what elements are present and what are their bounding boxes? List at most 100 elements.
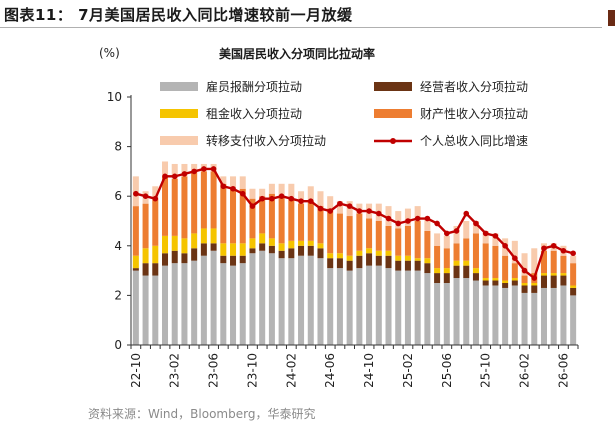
bar-segment-s4-24-06 xyxy=(327,196,334,209)
bar-segment-s3-23-12 xyxy=(268,193,275,239)
bar-stacks xyxy=(132,161,577,345)
bar-segment-s4-23-11 xyxy=(259,188,266,197)
bar-segment-s3-25-03 xyxy=(414,221,421,259)
bar-segment-s1-24-02 xyxy=(288,248,295,259)
bar-segment-s3-23-09 xyxy=(239,188,246,244)
bar-segment-s4-25-03 xyxy=(414,206,421,221)
bar-segment-s1-26-02 xyxy=(521,285,528,293)
bar-segment-s0-26-01 xyxy=(511,285,518,345)
total-income-point-25-08 xyxy=(463,210,470,217)
bar-segment-s2-24-07 xyxy=(336,253,343,259)
total-income-point-24-07 xyxy=(337,200,343,207)
bar-segment-s0-22-12 xyxy=(152,275,159,345)
bar-segment-s1-23-02 xyxy=(171,250,178,264)
bar-segment-s0-23-03 xyxy=(181,263,188,345)
bar-segment-s2-24-08 xyxy=(346,255,353,261)
bar-segment-s0-24-07 xyxy=(336,268,343,345)
y-tick-label-2: 4 xyxy=(114,239,122,253)
bar-segment-s2-26-07 xyxy=(570,285,577,288)
bar-segment-s0-25-08 xyxy=(463,278,470,345)
bar-segment-s2-25-10 xyxy=(482,278,489,281)
total-income-point-23-01 xyxy=(162,173,168,180)
bar-segment-s2-25-01 xyxy=(395,255,402,261)
bar-segment-s3-24-02 xyxy=(288,198,295,241)
legend-swatch-3 xyxy=(374,109,412,118)
bar-segment-s4-23-08 xyxy=(230,176,237,189)
bar-segment-s4-23-07 xyxy=(220,176,227,184)
bar-segment-s2-23-08 xyxy=(230,243,237,256)
bar-segment-s1-23-08 xyxy=(230,255,237,266)
total-income-point-25-03 xyxy=(414,215,421,222)
bar-segment-s3-23-01 xyxy=(162,176,169,236)
total-income-point-24-12 xyxy=(385,215,392,222)
bar-segment-s3-25-10 xyxy=(482,243,489,279)
bar-segment-s3-23-05 xyxy=(200,171,207,229)
bar-segment-s2-25-07 xyxy=(453,260,460,266)
bar-segment-s4-25-10 xyxy=(482,230,489,244)
bar-segment-s1-25-10 xyxy=(482,280,489,286)
bar-segment-s3-23-04 xyxy=(191,171,198,234)
total-income-point-24-06 xyxy=(327,208,334,214)
bar-segment-s0-25-10 xyxy=(482,285,489,345)
bar-segment-s0-25-11 xyxy=(492,285,499,345)
total-income-point-26-03 xyxy=(531,275,538,281)
bar-segment-s2-24-11 xyxy=(375,250,382,256)
bar-segment-s0-22-11 xyxy=(142,275,149,345)
total-income-point-23-04 xyxy=(191,168,197,175)
bar-segment-s2-23-11 xyxy=(259,233,266,244)
bar-segment-s1-26-01 xyxy=(511,280,518,286)
bar-segment-s1-24-10 xyxy=(366,253,373,266)
bar-segment-s0-25-03 xyxy=(414,270,421,345)
bar-segment-s4-25-08 xyxy=(463,221,470,239)
legend-label-2: 租金收入分项拉动 xyxy=(206,106,302,121)
y-tick-label-4: 8 xyxy=(114,140,122,154)
bar-segment-s1-24-07 xyxy=(336,258,343,269)
bar-segment-s2-24-09 xyxy=(356,250,363,256)
bar-segment-s4-22-12 xyxy=(152,186,159,199)
total-income-point-23-02 xyxy=(171,173,178,180)
bar-segment-s2-24-06 xyxy=(327,253,334,259)
bar-segment-s1-26-06 xyxy=(560,275,567,286)
bar-segment-s1-25-05 xyxy=(434,273,441,283)
bar-segment-s2-23-03 xyxy=(181,238,188,254)
total-income-point-25-11 xyxy=(492,233,499,239)
bar-segment-s3-25-04 xyxy=(424,230,431,259)
bar-segment-s1-25-11 xyxy=(492,280,499,286)
bar-segment-s3-25-12 xyxy=(502,255,509,281)
bar-segment-s0-23-10 xyxy=(249,253,256,345)
bar-segment-s1-23-06 xyxy=(210,243,217,251)
total-income-point-24-05 xyxy=(317,205,324,212)
bar-segment-s1-25-04 xyxy=(424,263,431,274)
bar-segment-s1-23-11 xyxy=(259,243,266,251)
bar-segment-s1-23-04 xyxy=(191,248,198,261)
bar-segment-s1-24-12 xyxy=(385,255,392,269)
legend-label-1: 经营者收入分项拉动 xyxy=(420,79,528,94)
x-tick-label-23-10: 23-10 xyxy=(245,353,259,388)
chart-title: 美国居民收入分项同比拉动率 xyxy=(219,46,375,61)
bar-segment-s2-23-04 xyxy=(191,233,198,249)
bar-segment-s4-23-01 xyxy=(162,161,169,177)
legend-label-0: 雇员报酬分项拉动 xyxy=(206,79,302,94)
bar-segment-s1-23-09 xyxy=(239,255,246,264)
total-income-point-24-02 xyxy=(288,195,295,202)
bar-segment-s2-22-12 xyxy=(152,245,159,264)
total-income-point-22-11 xyxy=(142,193,149,199)
bar-segment-s2-26-06 xyxy=(560,273,567,276)
bar-segment-s4-24-07 xyxy=(336,201,343,214)
total-income-point-23-12 xyxy=(269,195,275,202)
bar-segment-s0-23-04 xyxy=(191,260,198,345)
bar-segment-s0-25-07 xyxy=(453,278,460,345)
bar-segment-s3-26-01 xyxy=(511,263,518,279)
bar-segment-s4-26-02 xyxy=(521,253,528,276)
bar-segment-s1-25-02 xyxy=(404,260,411,271)
bar-segment-s3-24-10 xyxy=(366,218,373,249)
bar-segment-s2-22-11 xyxy=(142,248,149,264)
total-income-point-26-04 xyxy=(541,245,547,252)
source-note-edge xyxy=(608,409,615,419)
legend-swatch-2 xyxy=(160,109,198,118)
bar-segment-s2-24-04 xyxy=(307,240,314,246)
bar-segment-s0-24-03 xyxy=(298,255,305,345)
bar-segment-s0-26-05 xyxy=(550,287,557,345)
